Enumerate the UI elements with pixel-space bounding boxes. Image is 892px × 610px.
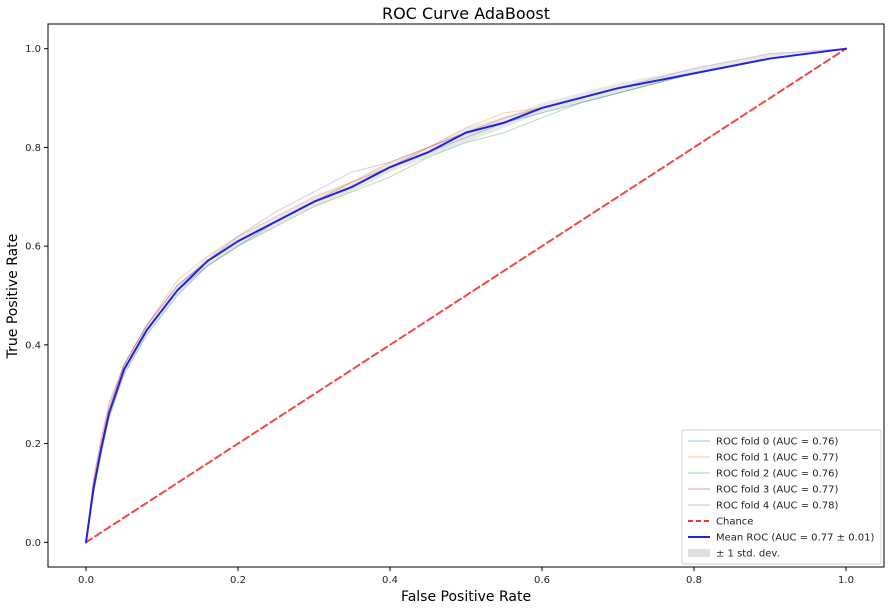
y-tick-label: 1.0 (25, 44, 41, 55)
x-tick-label: 0.6 (534, 575, 550, 586)
legend-swatch (688, 549, 710, 557)
legend-label: ROC fold 4 (AUC = 0.78) (716, 501, 839, 512)
x-axis-label: False Positive Rate (401, 589, 531, 605)
legend-label: ROC fold 3 (AUC = 0.77) (716, 485, 839, 496)
legend-label: ± 1 std. dev. (716, 549, 780, 560)
x-tick-label: 0.0 (78, 575, 94, 586)
series-line-5 (85, 47, 847, 544)
legend-label: Chance (716, 517, 753, 528)
y-axis-label: True Positive Rate (5, 234, 21, 360)
y-tick-label: 0.8 (25, 143, 41, 154)
legend-label: ROC fold 1 (AUC = 0.77) (716, 453, 839, 464)
y-tick-label: 0.4 (25, 340, 41, 351)
x-tick-label: 0.2 (230, 575, 246, 586)
legend-label: ROC fold 2 (AUC = 0.76) (716, 469, 839, 480)
axis-ticks: 0.0 0.2 0.4 0.6 0.8 1.0 0.0 0.2 0.4 0.6 0.8 1.0 (25, 44, 854, 586)
legend-label: Mean ROC (AUC = 0.77 ± 0.01) (716, 533, 874, 544)
x-tick-label: 0.4 (382, 575, 398, 586)
y-tick-label: 0.6 (25, 242, 41, 253)
chart-title: ROC Curve AdaBoost (382, 4, 550, 23)
legend-label: ROC fold 0 (AUC = 0.76) (716, 437, 839, 448)
x-tick-label: 1.0 (838, 575, 854, 586)
series-line-6 (85, 47, 847, 544)
y-tick-label: 0.2 (25, 439, 41, 450)
axes-frame (47, 23, 885, 568)
plot-area (85, 47, 847, 544)
y-tick-label: 0.0 (25, 538, 41, 549)
legend: ROC fold 0 (AUC = 0.76) ROC fold 1 (AUC =… (681, 429, 882, 565)
legend-box (681, 429, 882, 565)
x-tick-label: 0.8 (686, 575, 702, 586)
